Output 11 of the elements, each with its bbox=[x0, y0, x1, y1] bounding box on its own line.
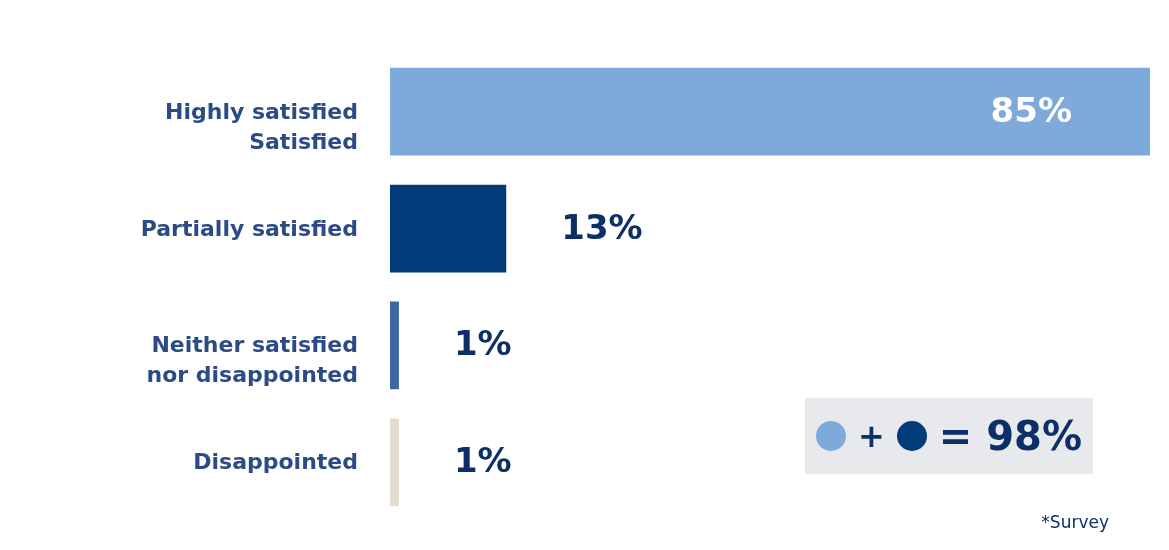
y-tick-label: Partially satisfied bbox=[140, 215, 358, 241]
data-label: 1% bbox=[453, 440, 512, 481]
annotation: + bbox=[858, 417, 885, 455]
data-label: 1% bbox=[453, 323, 512, 364]
y-tick-label: Disappointed bbox=[193, 449, 358, 475]
annotation: = 98% bbox=[938, 413, 1082, 459]
data-label: 13% bbox=[561, 206, 643, 247]
y-tick-label: Neither satisfied nor disappointed bbox=[146, 332, 358, 388]
data-label: 85% bbox=[990, 89, 1072, 130]
annotation: *Survey bbox=[1041, 512, 1109, 532]
y-tick-label: Highly satisfied Satisfied bbox=[165, 98, 358, 154]
